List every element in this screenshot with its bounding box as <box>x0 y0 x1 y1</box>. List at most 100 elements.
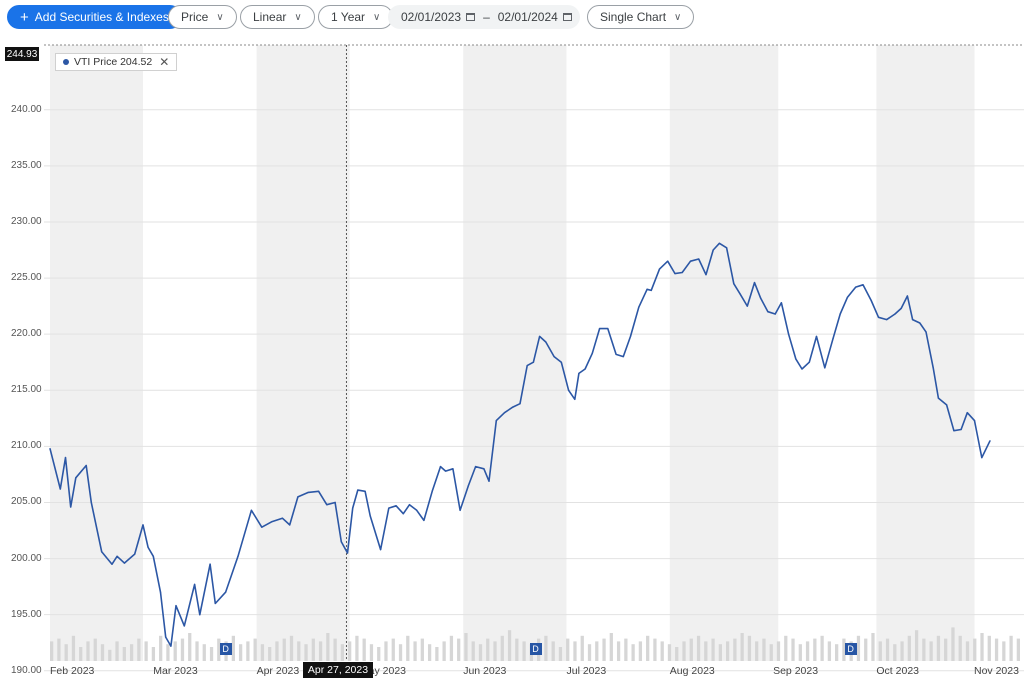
close-icon[interactable]: ✕ <box>159 55 170 69</box>
volume-bar <box>864 638 868 661</box>
date-separator: – <box>483 10 490 24</box>
scale-dropdown[interactable]: Linear ∨ <box>240 5 315 29</box>
add-securities-label: Add Securities & Indexes <box>34 10 169 24</box>
calendar-icon[interactable] <box>466 13 476 21</box>
volume-bar <box>602 638 606 661</box>
volume-bar <box>638 641 643 661</box>
volume-bar <box>355 635 359 661</box>
volume-bar <box>377 647 381 661</box>
volume-bar <box>435 647 439 661</box>
volume-bar <box>856 635 861 661</box>
volume-bar <box>384 641 388 661</box>
x-tick-label: Mar 2023 <box>153 665 198 677</box>
volume-bar <box>929 641 933 661</box>
price-point <box>795 358 797 360</box>
volume-bar <box>936 635 941 661</box>
volume-bar <box>282 638 286 661</box>
volume-bar <box>740 633 744 661</box>
price-point <box>261 526 263 528</box>
range-dropdown[interactable]: 1 Year ∨ <box>318 5 394 29</box>
price-point <box>932 367 934 369</box>
price-point <box>787 333 790 335</box>
price-point <box>545 341 547 343</box>
price-point <box>629 335 632 338</box>
volume-bar <box>784 635 788 661</box>
dividend-marker[interactable]: D <box>219 643 232 655</box>
price-point <box>584 368 586 370</box>
volume-bar <box>755 641 759 661</box>
price-point <box>815 335 818 338</box>
price-point <box>467 485 469 487</box>
y-tick-label: 240.00 <box>11 103 42 115</box>
price-point <box>894 313 896 315</box>
price-point <box>90 501 92 504</box>
volume-bar <box>994 638 999 661</box>
dividend-marker[interactable]: D <box>529 643 542 655</box>
volume-bar <box>79 647 83 661</box>
volume-bar <box>442 641 446 661</box>
volume-bar <box>878 641 882 661</box>
volume-bar <box>209 647 214 661</box>
volume-bar <box>144 641 148 661</box>
price-point <box>560 361 562 363</box>
price-point <box>886 318 888 321</box>
volume-bar <box>776 641 781 661</box>
view-dropdown[interactable]: Single Chart ∨ <box>587 5 695 29</box>
price-point <box>326 504 328 506</box>
price-point <box>346 552 349 554</box>
end-date-input[interactable]: 02/01/2024 <box>497 10 558 24</box>
volume-bar <box>50 641 54 661</box>
volume-bar <box>689 638 693 661</box>
volume-bar <box>493 641 497 661</box>
volume-bar <box>827 641 832 661</box>
volume-bar <box>660 641 664 661</box>
price-point <box>369 515 371 517</box>
y-tick-label: 220.00 <box>11 328 42 340</box>
price-point <box>718 242 720 244</box>
volume-bar <box>515 638 519 661</box>
price-point <box>553 356 555 358</box>
price-point <box>774 313 776 315</box>
volume-bar <box>478 644 483 661</box>
price-point <box>388 507 390 509</box>
volume-bar <box>573 641 577 661</box>
price-point <box>658 268 661 270</box>
shaded-band <box>256 45 350 661</box>
shaded-band <box>876 45 975 661</box>
price-point <box>824 367 826 369</box>
price-point <box>667 260 669 262</box>
price-point <box>960 428 962 431</box>
volume-bar <box>268 647 272 661</box>
price-point <box>334 501 336 504</box>
volume-bar <box>544 635 548 661</box>
price-point <box>297 496 299 498</box>
series-legend[interactable]: VTI Price 204.52 ✕ <box>55 53 178 71</box>
price-point <box>780 302 782 304</box>
volume-bar <box>57 638 61 661</box>
price-point <box>503 412 506 414</box>
price-dropdown[interactable]: Price ∨ <box>168 5 237 29</box>
shaded-band <box>50 45 143 661</box>
volume-bar <box>704 641 708 661</box>
volume-bar <box>253 638 257 661</box>
volume-bar <box>624 638 628 661</box>
price-point <box>352 507 354 509</box>
volume-bar <box>173 641 177 661</box>
add-securities-button[interactable]: + Add Securities & Indexes <box>7 5 182 29</box>
price-point <box>364 490 366 492</box>
volume-bar <box>675 647 679 661</box>
calendar-icon[interactable] <box>562 13 572 21</box>
volume-bar <box>725 641 730 661</box>
start-date-input[interactable]: 02/01/2023 <box>401 10 462 24</box>
volume-bar <box>667 644 672 661</box>
price-point <box>416 509 418 511</box>
dividend-marker[interactable]: D <box>844 643 857 655</box>
price-point <box>674 272 676 275</box>
price-point <box>532 361 535 363</box>
price-point <box>946 404 948 406</box>
volume-bar <box>500 635 504 661</box>
volume-bar <box>980 633 984 661</box>
volume-bar <box>159 635 163 661</box>
volume-bar <box>871 633 875 661</box>
